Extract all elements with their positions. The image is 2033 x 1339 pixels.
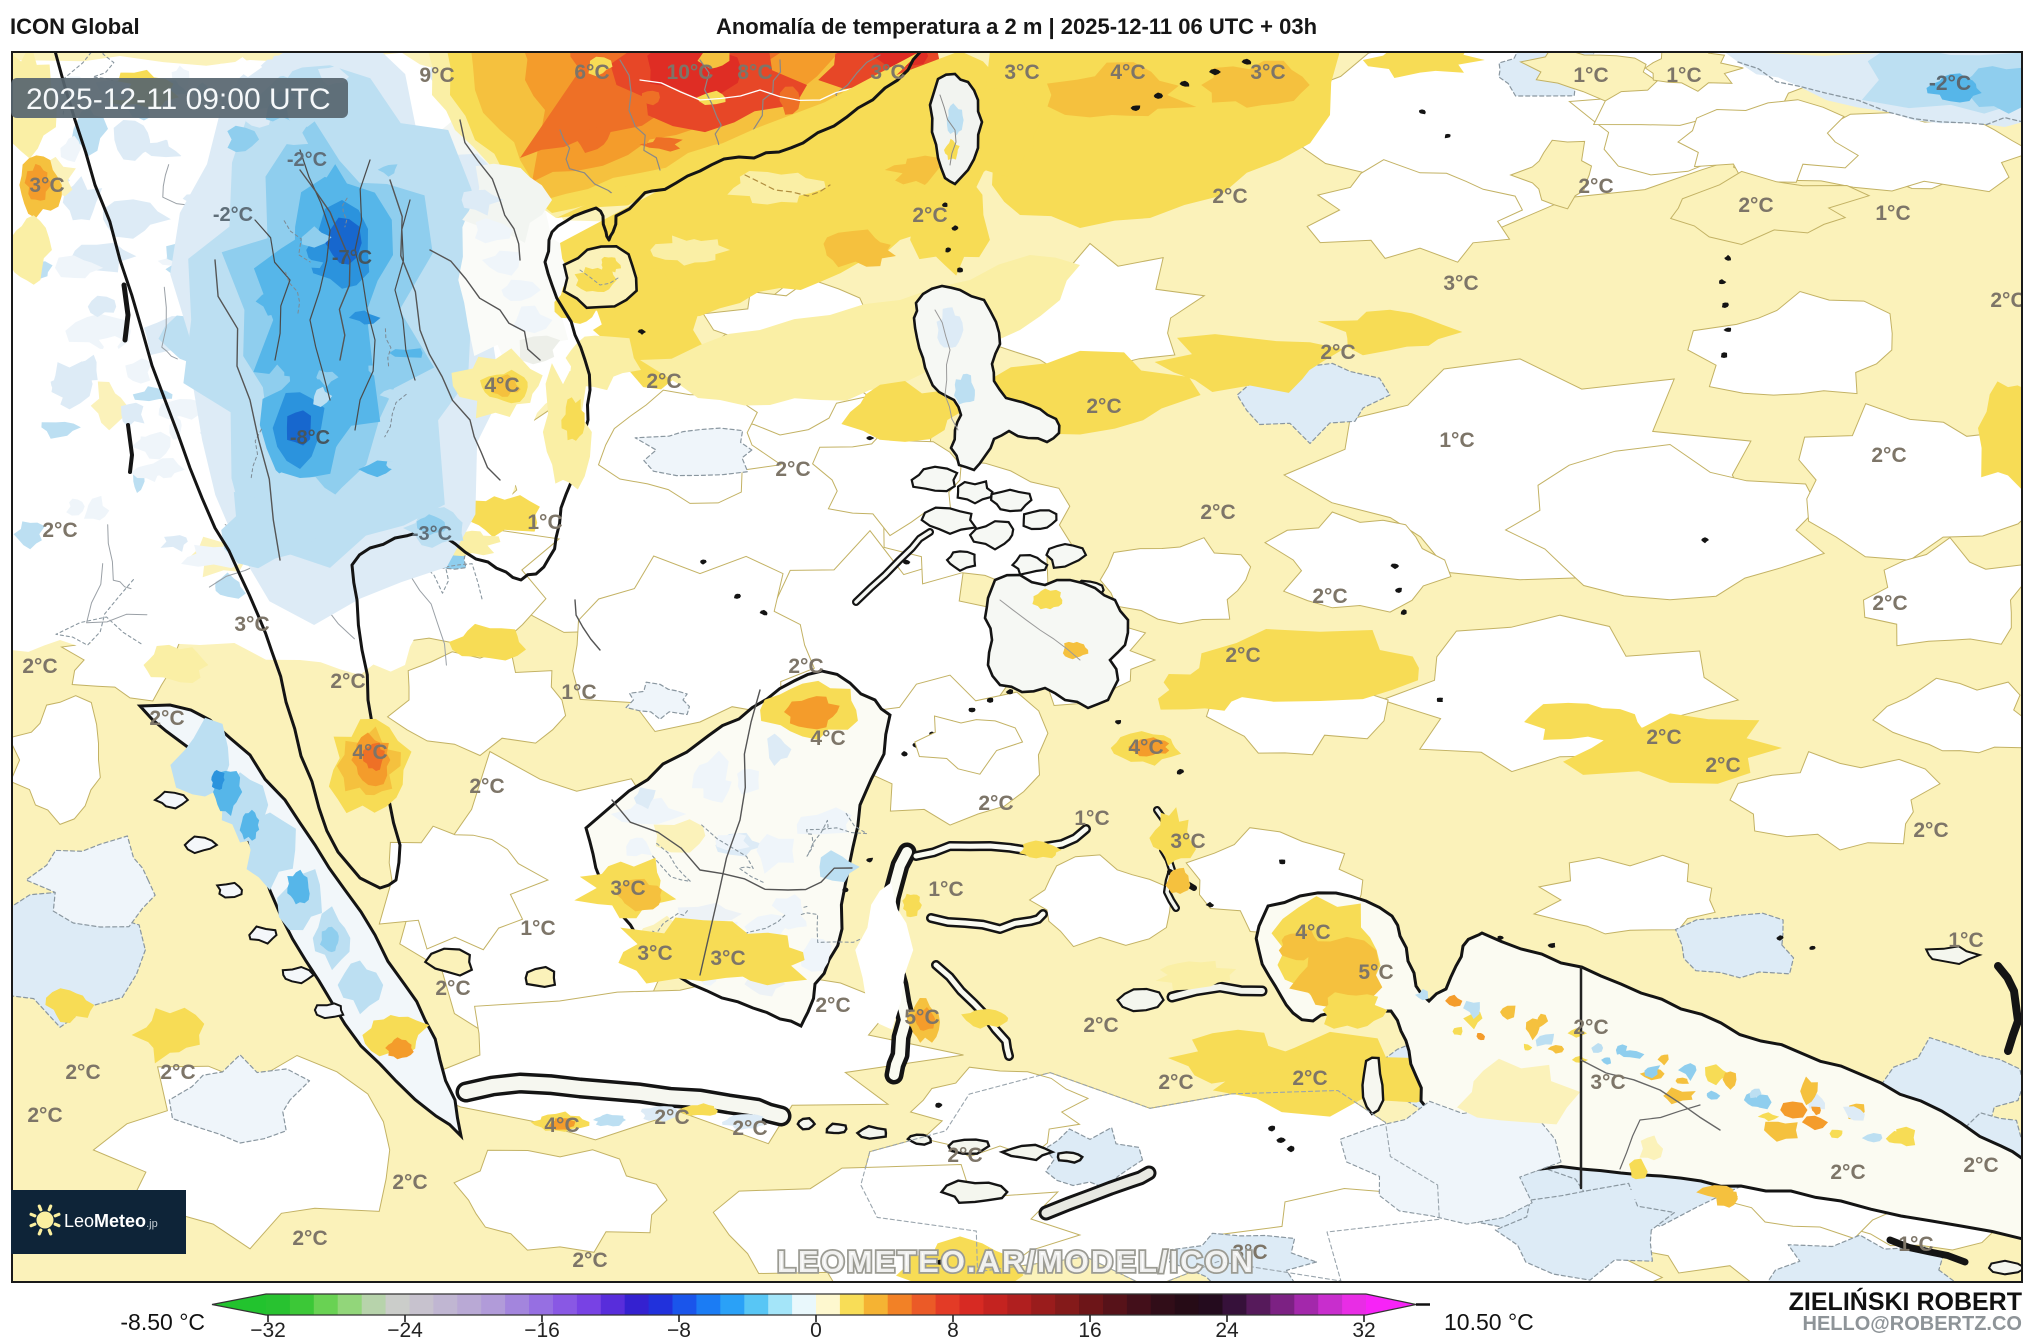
svg-text:2°C: 2°C <box>1158 1071 1193 1094</box>
svg-text:2°C: 2°C <box>1646 726 1681 749</box>
svg-text:2°C: 2°C <box>1872 592 1907 615</box>
svg-text:3°C: 3°C <box>710 947 745 970</box>
svg-text:1°C: 1°C <box>1875 202 1910 225</box>
svg-text:−24: −24 <box>387 1319 423 1339</box>
svg-text:2°C: 2°C <box>815 994 850 1017</box>
svg-text:1°C: 1°C <box>520 917 555 940</box>
svg-text:2°C: 2°C <box>978 792 1013 815</box>
svg-text:−16: −16 <box>524 1319 560 1339</box>
svg-text:2°C: 2°C <box>149 707 184 730</box>
svg-text:16: 16 <box>1078 1319 1101 1339</box>
svg-text:2°C: 2°C <box>1200 501 1235 524</box>
svg-text:5°C: 5°C <box>1358 961 1393 984</box>
svg-text:8: 8 <box>947 1319 959 1339</box>
svg-text:10.50 °C: 10.50 °C <box>1444 1309 1534 1335</box>
svg-text:2°C: 2°C <box>435 977 470 1000</box>
svg-text:4°C: 4°C <box>1295 921 1330 944</box>
svg-text:3°C: 3°C <box>870 61 905 84</box>
svg-text:−8: −8 <box>667 1319 691 1339</box>
svg-text:2°C: 2°C <box>1705 754 1740 777</box>
svg-text:2°C: 2°C <box>1573 1016 1608 1039</box>
svg-text:1°C: 1°C <box>1898 1233 1933 1256</box>
svg-text:2°C: 2°C <box>912 204 947 227</box>
svg-text:3°C: 3°C <box>1232 1241 1267 1264</box>
svg-text:2°C: 2°C <box>330 670 365 693</box>
svg-text:2°C: 2°C <box>22 655 57 678</box>
svg-text:3°C: 3°C <box>1250 61 1285 84</box>
svg-text:4°C: 4°C <box>1110 61 1145 84</box>
svg-text:4°C: 4°C <box>544 1114 579 1137</box>
svg-text:-7°C: -7°C <box>332 247 372 269</box>
svg-text:2°C: 2°C <box>1312 585 1347 608</box>
svg-text:2°C: 2°C <box>1086 395 1121 418</box>
svg-text:4°C: 4°C <box>484 374 519 397</box>
svg-text:3°C: 3°C <box>1004 61 1039 84</box>
svg-text:2°C: 2°C <box>292 1227 327 1250</box>
svg-text:3°C: 3°C <box>1443 272 1478 295</box>
svg-text:2°C: 2°C <box>27 1104 62 1127</box>
svg-text:2°C: 2°C <box>160 1061 195 1084</box>
svg-text:8°C: 8°C <box>737 61 772 84</box>
svg-text:4°C: 4°C <box>1128 736 1163 759</box>
svg-text:3°C: 3°C <box>1170 830 1205 853</box>
svg-text:2°C: 2°C <box>1963 1154 1998 1177</box>
svg-text:1°C: 1°C <box>1573 64 1608 87</box>
svg-text:2°C: 2°C <box>732 1117 767 1140</box>
svg-text:-2°C: -2°C <box>1929 72 1971 95</box>
svg-text:2°C: 2°C <box>654 1106 689 1129</box>
svg-text:2°C: 2°C <box>1578 175 1613 198</box>
svg-text:1°C: 1°C <box>1666 64 1701 87</box>
svg-text:1°C: 1°C <box>1439 429 1474 452</box>
svg-text:2°C: 2°C <box>392 1171 427 1194</box>
svg-text:2025-12-11 09:00 UTC: 2025-12-11 09:00 UTC <box>26 83 331 116</box>
svg-text:2°C: 2°C <box>1320 341 1355 364</box>
svg-text:1°C: 1°C <box>928 878 963 901</box>
svg-text:2°C: 2°C <box>947 1144 982 1167</box>
svg-text:2°C: 2°C <box>1830 1161 1865 1184</box>
svg-text:LEOMETEO.AR/MODEL/ICON: LEOMETEO.AR/MODEL/ICON <box>777 1244 1255 1279</box>
svg-text:2°C: 2°C <box>1913 819 1948 842</box>
svg-text:9°C: 9°C <box>419 64 454 87</box>
svg-text:2°C: 2°C <box>469 775 504 798</box>
svg-text:2°C: 2°C <box>572 1249 607 1272</box>
svg-text:2°C: 2°C <box>1738 194 1773 217</box>
svg-text:-3°C: -3°C <box>412 523 452 545</box>
svg-text:2°C: 2°C <box>65 1061 100 1084</box>
svg-text:-2°C: -2°C <box>213 204 253 226</box>
svg-text:-2°C: -2°C <box>287 149 327 171</box>
svg-text:4°C: 4°C <box>352 741 387 764</box>
svg-text:LeoMeteo.jp: LeoMeteo.jp <box>64 1211 158 1231</box>
svg-text:6°C: 6°C <box>574 61 609 84</box>
svg-text:3°C: 3°C <box>637 942 672 965</box>
svg-text:3°C: 3°C <box>1590 1071 1625 1094</box>
svg-text:3°C: 3°C <box>234 613 269 636</box>
svg-text:2°C: 2°C <box>775 458 810 481</box>
svg-text:3°C: 3°C <box>610 877 645 900</box>
svg-text:4°C: 4°C <box>810 727 845 750</box>
svg-text:2°C: 2°C <box>1225 644 1260 667</box>
svg-text:3°C: 3°C <box>29 174 64 197</box>
svg-text:5°C: 5°C <box>904 1006 939 1029</box>
svg-text:2°C: 2°C <box>788 655 823 678</box>
svg-text:0: 0 <box>810 1319 822 1339</box>
svg-text:2°C: 2°C <box>1990 289 2025 312</box>
svg-text:2°C: 2°C <box>1083 1014 1118 1037</box>
svg-text:2°C: 2°C <box>42 519 77 542</box>
svg-text:2°C: 2°C <box>1212 185 1247 208</box>
svg-text:10°C: 10°C <box>667 61 714 84</box>
svg-text:-8°C: -8°C <box>290 427 330 449</box>
svg-text:2°C: 2°C <box>1871 444 1906 467</box>
svg-text:1°C: 1°C <box>1948 929 1983 952</box>
svg-text:2°C: 2°C <box>646 370 681 393</box>
svg-text:1°C: 1°C <box>561 681 596 704</box>
svg-text:1°C: 1°C <box>527 511 562 534</box>
svg-text:−32: −32 <box>250 1319 286 1339</box>
svg-text:32: 32 <box>1352 1319 1375 1339</box>
svg-text:2°C: 2°C <box>1292 1067 1327 1090</box>
svg-text:1°C: 1°C <box>1074 807 1109 830</box>
svg-text:-8.50 °C: -8.50 °C <box>120 1309 205 1335</box>
svg-text:24: 24 <box>1215 1319 1239 1339</box>
